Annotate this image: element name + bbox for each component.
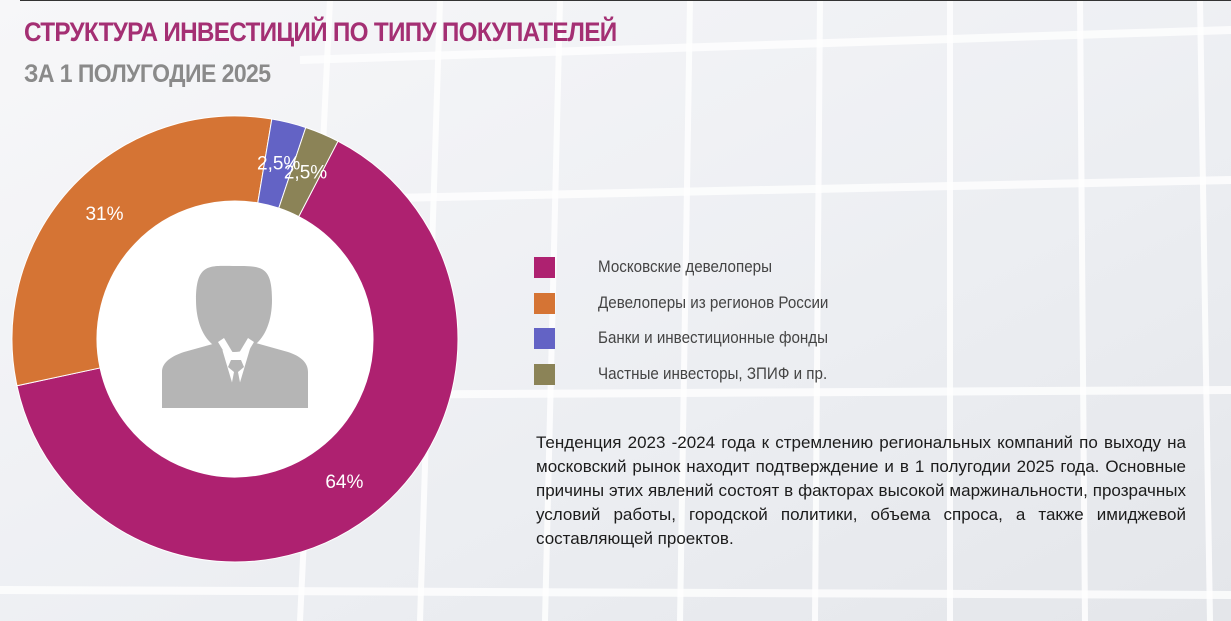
slice-label-2: 31% [85, 204, 123, 225]
legend-label: Московские девелоперы [598, 258, 772, 277]
slice-label-4: 2,5% [284, 162, 327, 183]
top-rule [20, 0, 1231, 1]
chart-title: СТРУКТУРА ИНВЕСТИЦИЙ ПО ТИПУ ПОКУПАТЕЛЕЙ [24, 17, 617, 47]
legend-swatch [534, 257, 555, 279]
avatar-head [196, 265, 272, 352]
donut-slices [11, 115, 459, 563]
legend-swatch [534, 292, 555, 314]
slice-label-1: 64% [325, 472, 363, 493]
description-text: Тенденция 2023 -2024 года к стремлению р… [536, 433, 1186, 548]
legend-item-1: Московские девелоперы [534, 250, 848, 286]
legend-swatch [534, 363, 555, 385]
chart-subtitle: ЗА 1 ПОЛУГОДИЕ 2025 [24, 60, 271, 88]
chart-legend: Московские девелоперы Девелоперы из регио… [534, 250, 848, 392]
businessman-avatar-icon [162, 265, 308, 408]
avatar-collar [218, 338, 254, 372]
legend-swatch [534, 328, 555, 350]
avatar-body [162, 342, 308, 408]
legend-label: Девелоперы из регионов России [598, 293, 829, 312]
legend-item-2: Девелоперы из регионов России [534, 286, 848, 322]
legend-item-3: Банки и инвестиционные фонды [534, 321, 848, 357]
slice-label-3: 2,5% [257, 153, 300, 174]
legend-label: Банки и инвестиционные фонды [598, 329, 829, 348]
slice-labels: 64% 31% 2,5%2,5% [85, 153, 363, 493]
avatar-tie [228, 360, 244, 406]
legend-label: Частные инвесторы, ЗПИФ и пр. [598, 364, 828, 383]
legend-item-4: Частные инвесторы, ЗПИФ и пр. [534, 357, 848, 393]
